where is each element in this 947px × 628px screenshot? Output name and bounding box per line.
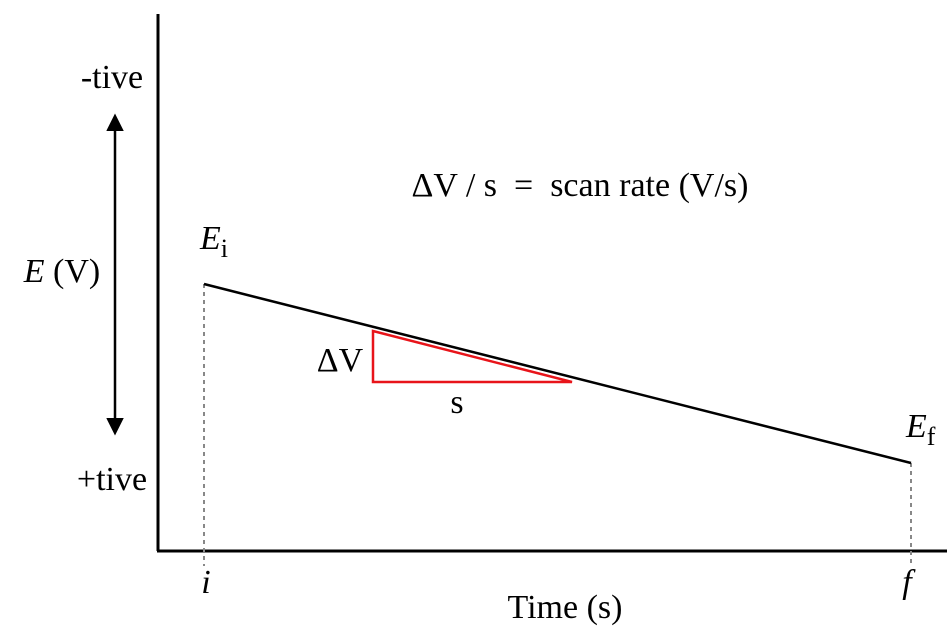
s-label: s [450,384,463,421]
slope-triangle [371,329,573,384]
final-potential-var: E [905,408,927,445]
y-top-label: -tive [81,59,143,96]
x-start-label: i [201,564,210,601]
initial-potential-sub: i [221,234,228,263]
y-axis-label-unit: (V) [45,253,101,290]
initial-potential-var: E [199,220,221,257]
y-axis-label-var: E [23,253,45,290]
final-potential-sub: f [927,422,936,451]
initial-potential-label: Ei [199,220,228,263]
final-potential-label: Ef [905,408,936,451]
y-bottom-label: +tive [77,461,147,498]
scan-rate-equation: ΔV / s = scan rate (V/s) [412,167,749,204]
x-end-label: f [902,564,916,601]
y-axis-label: E (V) [23,253,100,290]
potential-sweep-line [203,282,912,465]
delta-v-label: ΔV [317,342,364,379]
x-axis-label: Time (s) [508,589,623,626]
